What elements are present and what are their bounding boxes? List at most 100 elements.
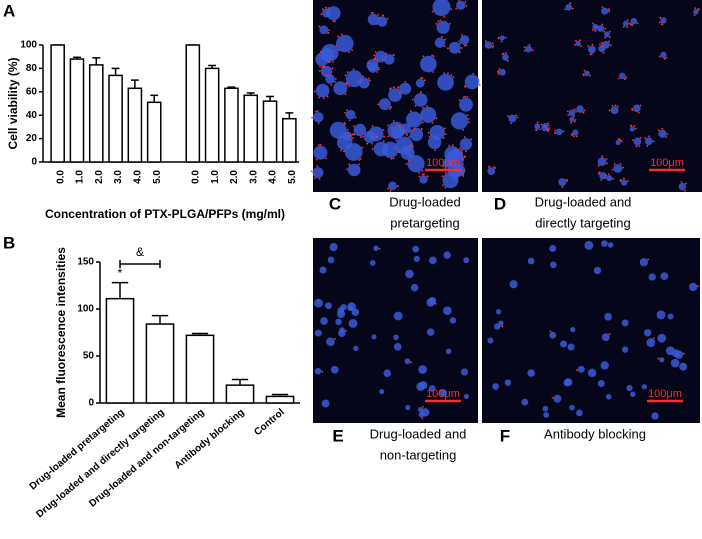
cell-nucleus (444, 146, 461, 163)
red-dot (579, 45, 582, 48)
red-dot (431, 121, 434, 124)
cell-nucleus (601, 7, 609, 15)
red-dot (504, 36, 507, 39)
bar (265, 395, 295, 404)
cell-nucleus (345, 109, 356, 120)
cell-nucleus (325, 74, 335, 84)
cell-nucleus (621, 346, 629, 353)
bar (262, 100, 278, 163)
cell-nucleus (593, 266, 602, 275)
red-dot (634, 127, 637, 130)
red-dot (390, 158, 393, 160)
cell-nucleus (588, 45, 596, 54)
red-dot (464, 136, 466, 139)
red-dot (575, 110, 577, 113)
red-dot (316, 110, 319, 113)
x-tick-label: 5.0 (287, 170, 298, 184)
red-dot (605, 158, 608, 160)
cell-nucleus (415, 78, 425, 88)
red-dot (421, 77, 424, 80)
cell-nucleus (326, 6, 341, 21)
red-dot (378, 66, 380, 69)
red-dot (611, 168, 614, 171)
cell-nucleus (428, 256, 437, 265)
cell-nucleus (404, 358, 411, 365)
cell-nucleus (315, 83, 330, 98)
red-dot (388, 88, 391, 91)
bar (105, 297, 135, 404)
red-dot (601, 6, 604, 9)
red-dot (574, 119, 577, 121)
x-tick-label: 1.0 (210, 170, 221, 184)
red-dot (427, 131, 430, 134)
cell-nucleus (493, 323, 501, 330)
red-dot (625, 76, 628, 79)
red-dot (435, 22, 438, 25)
cell-nucleus (620, 179, 628, 186)
red-dot (439, 19, 442, 22)
cell-nucleus (604, 31, 610, 38)
cell-nucleus (665, 346, 675, 356)
cell-nucleus (651, 412, 659, 420)
red-dot (466, 95, 469, 98)
red-dot (613, 163, 616, 165)
red-dot (398, 125, 401, 128)
red-dot (500, 40, 503, 43)
red-dot (313, 90, 316, 93)
cell-nucleus (314, 329, 322, 337)
red-dot (446, 47, 449, 50)
bar (69, 58, 85, 163)
red-dot (639, 104, 642, 107)
cell-nucleus (347, 163, 361, 177)
red-dot (319, 65, 321, 68)
y-axis-label: Cell viability (%) (6, 57, 20, 149)
x-tick-label: Antibody blocking (173, 407, 247, 471)
red-dot (331, 67, 334, 70)
cell-nucleus (592, 23, 599, 30)
red-dot (310, 170, 313, 173)
cell-nucleus (312, 167, 324, 179)
x-tick-label: Control (252, 407, 286, 438)
red-dot (361, 135, 364, 138)
red-dot (531, 49, 534, 52)
cell-nucleus (607, 242, 614, 248)
x-tick-label: 0.0 (190, 170, 201, 184)
red-dot (386, 17, 389, 20)
red-dot (623, 177, 625, 180)
cell-nucleus (428, 296, 437, 305)
caption: pretargeting (390, 215, 459, 230)
cell-nucleus (572, 129, 579, 136)
red-dot (408, 159, 411, 162)
red-dot (344, 111, 346, 114)
red-dot (567, 114, 570, 117)
red-dot (570, 121, 573, 124)
red-dot (464, 156, 466, 159)
red-dot (366, 142, 369, 145)
cell-nucleus (693, 9, 699, 15)
bar (224, 87, 239, 163)
cell-nucleus (602, 40, 610, 49)
red-dot (459, 147, 462, 150)
red-dot (622, 25, 625, 28)
red-dot (323, 65, 326, 68)
red-dot (318, 25, 321, 28)
red-dot (315, 158, 318, 161)
red-dot (343, 122, 346, 124)
red-dot (583, 69, 586, 72)
red-dot (352, 137, 354, 139)
red-dot (472, 72, 475, 75)
cell-nucleus (567, 343, 575, 351)
red-dot (566, 110, 569, 113)
cell-nucleus (527, 257, 535, 265)
red-dot (497, 70, 500, 72)
red-dot (462, 128, 465, 131)
red-dot (465, 150, 467, 153)
red-dot (554, 129, 556, 132)
red-dot (327, 61, 330, 64)
cell-nucleus (313, 145, 328, 160)
cell-nucleus (569, 116, 575, 122)
red-dot (318, 69, 321, 72)
red-dot (631, 139, 634, 142)
red-dot (463, 44, 466, 47)
red-dot (608, 36, 611, 38)
